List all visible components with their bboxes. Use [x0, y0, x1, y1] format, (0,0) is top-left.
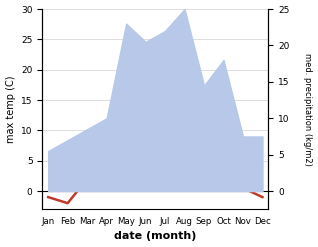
Y-axis label: med. precipitation (kg/m2): med. precipitation (kg/m2) [303, 53, 313, 165]
Y-axis label: max temp (C): max temp (C) [5, 75, 16, 143]
X-axis label: date (month): date (month) [114, 231, 197, 242]
